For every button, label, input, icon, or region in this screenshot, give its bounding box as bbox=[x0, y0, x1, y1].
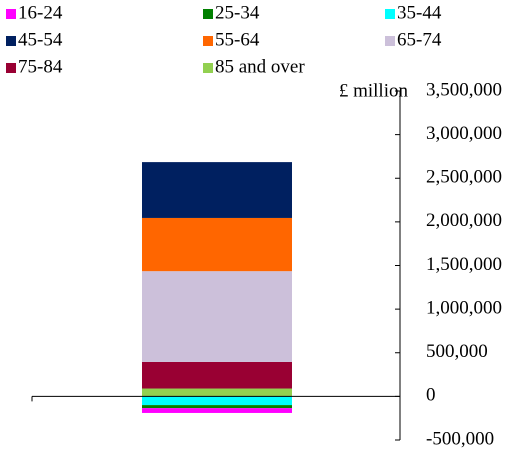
bar-segment bbox=[142, 162, 292, 218]
legend-swatch bbox=[203, 63, 213, 73]
legend-swatch bbox=[385, 36, 395, 46]
legend-swatch bbox=[203, 9, 213, 19]
y-tick-label: 3,000,000 bbox=[426, 123, 502, 144]
legend-swatch bbox=[6, 36, 16, 46]
bar-segment bbox=[142, 361, 292, 389]
bar-segment bbox=[142, 396, 292, 406]
legend-label: 55-64 bbox=[215, 29, 260, 50]
y-tick-label: 500,000 bbox=[426, 341, 488, 362]
y-tick-label: 2,500,000 bbox=[426, 167, 502, 188]
y-tick-label: 3,500,000 bbox=[426, 79, 502, 100]
bar-segment bbox=[142, 408, 292, 413]
y-tick-label: 1,000,000 bbox=[426, 297, 502, 318]
legend-label: 45-54 bbox=[18, 29, 63, 50]
bar-segment bbox=[142, 405, 292, 409]
legend-label: 85 and over bbox=[215, 56, 305, 77]
legend-swatch bbox=[203, 36, 213, 46]
y-tick-label: 1,500,000 bbox=[426, 254, 502, 275]
legend-swatch bbox=[6, 63, 16, 73]
bar-segment bbox=[142, 217, 292, 272]
y-tick-label: -500,000 bbox=[426, 428, 494, 449]
bar-segment bbox=[142, 388, 292, 397]
bar-segment bbox=[142, 271, 292, 362]
legend-swatch bbox=[6, 9, 16, 19]
legend-label: 25-34 bbox=[215, 2, 260, 23]
y-tick-label: 0 bbox=[426, 385, 436, 406]
legend-swatch bbox=[385, 9, 395, 19]
y-tick-label: 2,000,000 bbox=[426, 210, 502, 231]
y-axis-label: £ million bbox=[339, 80, 409, 101]
legend-label: 16-24 bbox=[18, 2, 63, 23]
legend-label: 65-74 bbox=[397, 29, 442, 50]
legend-label: 35-44 bbox=[397, 2, 442, 23]
legend-label: 75-84 bbox=[18, 56, 63, 77]
